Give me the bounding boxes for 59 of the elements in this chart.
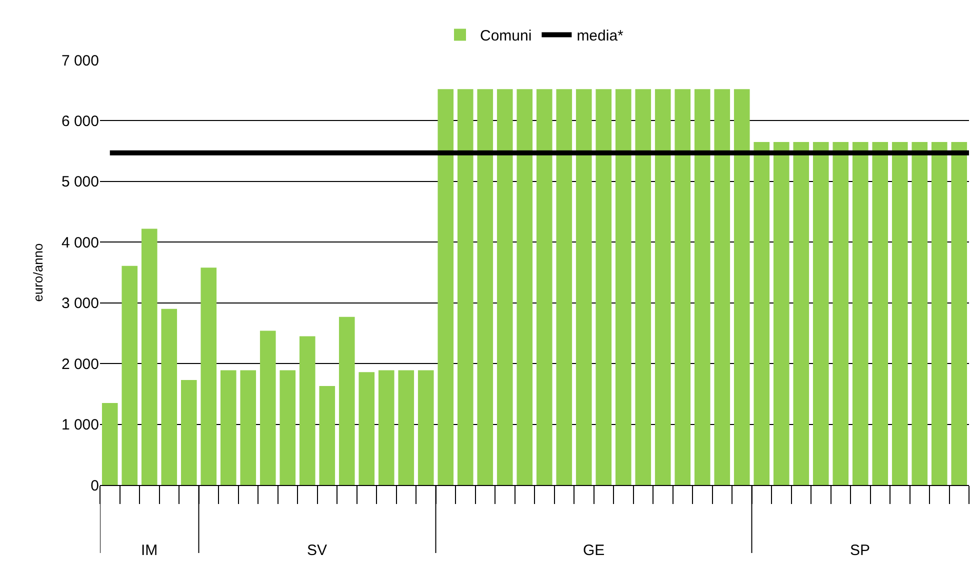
bar [457, 89, 474, 485]
bar [872, 142, 888, 485]
bar [912, 142, 928, 485]
bar [754, 142, 770, 485]
bar [378, 370, 394, 485]
bar [812, 142, 829, 485]
bar [596, 89, 612, 485]
bar [280, 370, 296, 485]
bar [536, 89, 552, 485]
text: SV [307, 542, 328, 559]
bar [319, 386, 336, 485]
bar [338, 316, 355, 485]
bar [674, 89, 691, 485]
bar [161, 308, 178, 485]
bar [556, 89, 572, 485]
bar [516, 89, 533, 485]
y-tick-label: 2 000 [61, 356, 99, 373]
bar [635, 89, 652, 485]
bar [892, 142, 908, 485]
bar [714, 89, 730, 485]
bar [240, 370, 256, 485]
text: SP [850, 542, 870, 559]
bar [398, 370, 414, 485]
bar [496, 89, 513, 485]
bar [299, 336, 316, 485]
y-tick-label: 0 [90, 477, 99, 494]
bar [418, 370, 434, 485]
legend-label: media* [576, 28, 624, 45]
y-tick-label: 5 000 [61, 174, 99, 191]
y-tick-label: 4 000 [61, 234, 99, 252]
bar [734, 89, 750, 485]
bar [477, 89, 494, 485]
bar [852, 142, 868, 485]
bar [951, 142, 968, 485]
y-tick-label: 6 000 [61, 112, 99, 130]
bar [102, 403, 118, 485]
bar [615, 89, 632, 485]
bar [122, 266, 138, 485]
y-tick-label: 3 000 [61, 295, 99, 312]
text: GE [583, 542, 605, 559]
bar [220, 370, 236, 485]
y-tick-label: 7 000 [61, 52, 99, 70]
bar [694, 89, 710, 485]
bar [260, 330, 276, 485]
bar [358, 372, 375, 485]
bar [773, 142, 790, 485]
bar [793, 142, 810, 485]
y-axis-title: euro/anno [30, 243, 46, 302]
bar [141, 228, 158, 485]
bar [931, 142, 948, 485]
y-tick-label: 1 000 [61, 416, 99, 434]
bar [576, 89, 592, 485]
bar [832, 142, 849, 485]
bar [438, 89, 454, 485]
text: IM [141, 542, 158, 559]
bar [654, 89, 671, 485]
legend-label: Comuni [480, 28, 532, 45]
bar [200, 268, 217, 485]
bar [180, 380, 197, 485]
